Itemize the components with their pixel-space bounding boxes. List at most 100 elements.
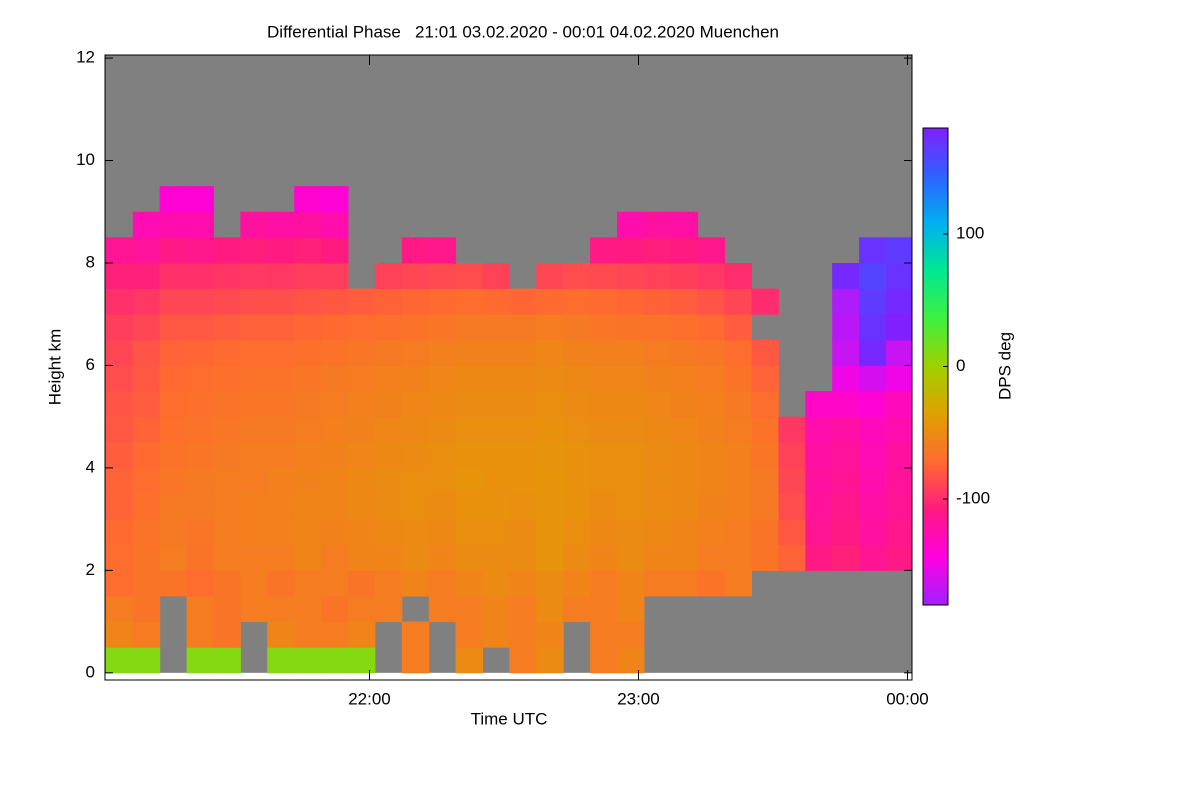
heatmap-cell (240, 570, 268, 597)
heatmap-cell (536, 391, 564, 418)
colorbar-tick-label: -100 (956, 488, 990, 507)
heatmap-cell (294, 288, 322, 315)
heatmap-cell (267, 442, 295, 469)
heatmap-cell (536, 416, 564, 443)
heatmap-cell (859, 544, 887, 571)
heatmap-cell (401, 237, 430, 264)
heatmap-cell (321, 467, 349, 495)
heatmap-cell (105, 262, 134, 290)
heatmap-cell (240, 211, 268, 238)
heatmap-cell (294, 519, 322, 546)
heatmap-cell (509, 621, 537, 648)
heatmap-cell (724, 314, 752, 341)
heatmap-cell (428, 442, 457, 469)
heatmap-cell (132, 339, 161, 366)
heatmap-cell (294, 186, 322, 213)
heatmap-cell (482, 519, 510, 546)
heatmap-cell (374, 544, 403, 571)
heatmap-cell (347, 595, 376, 623)
colorbar-tick-label: 0 (956, 356, 965, 375)
heatmap-cell (159, 211, 188, 238)
heatmap-cell (885, 416, 912, 443)
heatmap-cell (240, 365, 268, 392)
heatmap-cell (616, 416, 645, 443)
heatmap-cell (616, 365, 645, 392)
heatmap-cell (509, 519, 537, 546)
heatmap-cell (294, 570, 322, 597)
heatmap-cell (590, 262, 618, 290)
heatmap-cell (455, 442, 483, 469)
heatmap-cell (428, 314, 457, 341)
heatmap-cell (482, 595, 510, 623)
heatmap-cell (616, 314, 645, 341)
heatmap-cell (563, 416, 591, 443)
heatmap-cell (347, 365, 376, 392)
heatmap-cell (321, 519, 349, 546)
heatmap-cell (132, 365, 161, 392)
heatmap-cell (213, 237, 241, 264)
heatmap-cell (186, 570, 214, 597)
heatmap-cell (213, 339, 241, 366)
heatmap-cell (321, 647, 349, 674)
heatmap-cell (509, 416, 537, 443)
heatmap-cell (885, 365, 912, 392)
heatmap-cell (267, 544, 295, 571)
heatmap-cell (213, 391, 241, 418)
heatmap-cell (159, 544, 188, 571)
heatmap-cell (751, 339, 779, 366)
heatmap-cell (859, 519, 887, 546)
heatmap-cell (186, 621, 214, 648)
heatmap-cell (240, 519, 268, 546)
heatmap-cell (401, 391, 430, 418)
heatmap-cell (186, 314, 214, 341)
heatmap-cell (132, 595, 161, 623)
heatmap-cell (885, 339, 912, 366)
heatmap-cell (186, 595, 214, 623)
heatmap-cell (294, 493, 322, 520)
heatmap-cell (401, 621, 430, 648)
heatmap-cell (778, 544, 806, 571)
heatmap-cell (832, 391, 860, 418)
heatmap-cell (670, 544, 699, 571)
heatmap-cell (697, 288, 726, 315)
heatmap-cell (563, 442, 591, 469)
heatmap-cell (267, 647, 295, 674)
heatmap-cell (428, 416, 457, 443)
heatmap-cell (509, 595, 537, 623)
heatmap-cell (132, 544, 161, 571)
heatmap-cell (401, 467, 430, 495)
heatmap-cell (536, 365, 564, 392)
heatmap-cell (213, 365, 241, 392)
heatmap-cell (643, 391, 672, 418)
colorbar-tick-label: 100 (956, 223, 984, 242)
heatmap-cell (805, 416, 833, 443)
heatmap-cell (509, 442, 537, 469)
heatmap-cell (267, 595, 295, 623)
heatmap-cell (267, 262, 295, 290)
heatmap-cell (455, 647, 483, 674)
heatmap-cell (105, 391, 134, 418)
heatmap-cell (563, 288, 591, 315)
heatmap-cell (778, 467, 806, 495)
heatmap-cell (132, 288, 161, 315)
heatmap-cell (724, 544, 752, 571)
heatmap-cell (805, 467, 833, 495)
heatmap-cell (294, 467, 322, 495)
heatmap-cell (213, 621, 241, 648)
heatmap-cell (616, 237, 645, 264)
heatmap-cell (859, 339, 887, 366)
heatmap-cell (643, 570, 672, 597)
heatmap-cell (132, 442, 161, 469)
heatmap-cell (616, 519, 645, 546)
heatmap-cell (670, 211, 699, 238)
heatmap-cell (294, 595, 322, 623)
heatmap-cell (267, 416, 295, 443)
heatmap-cell (536, 339, 564, 366)
heatmap-cell (428, 339, 457, 366)
heatmap-cell (616, 621, 645, 648)
heatmap-cell (859, 467, 887, 495)
heatmap-cell (267, 493, 295, 520)
heatmap-cell (697, 416, 726, 443)
heatmap-cell (455, 262, 483, 290)
heatmap-cell (294, 365, 322, 392)
